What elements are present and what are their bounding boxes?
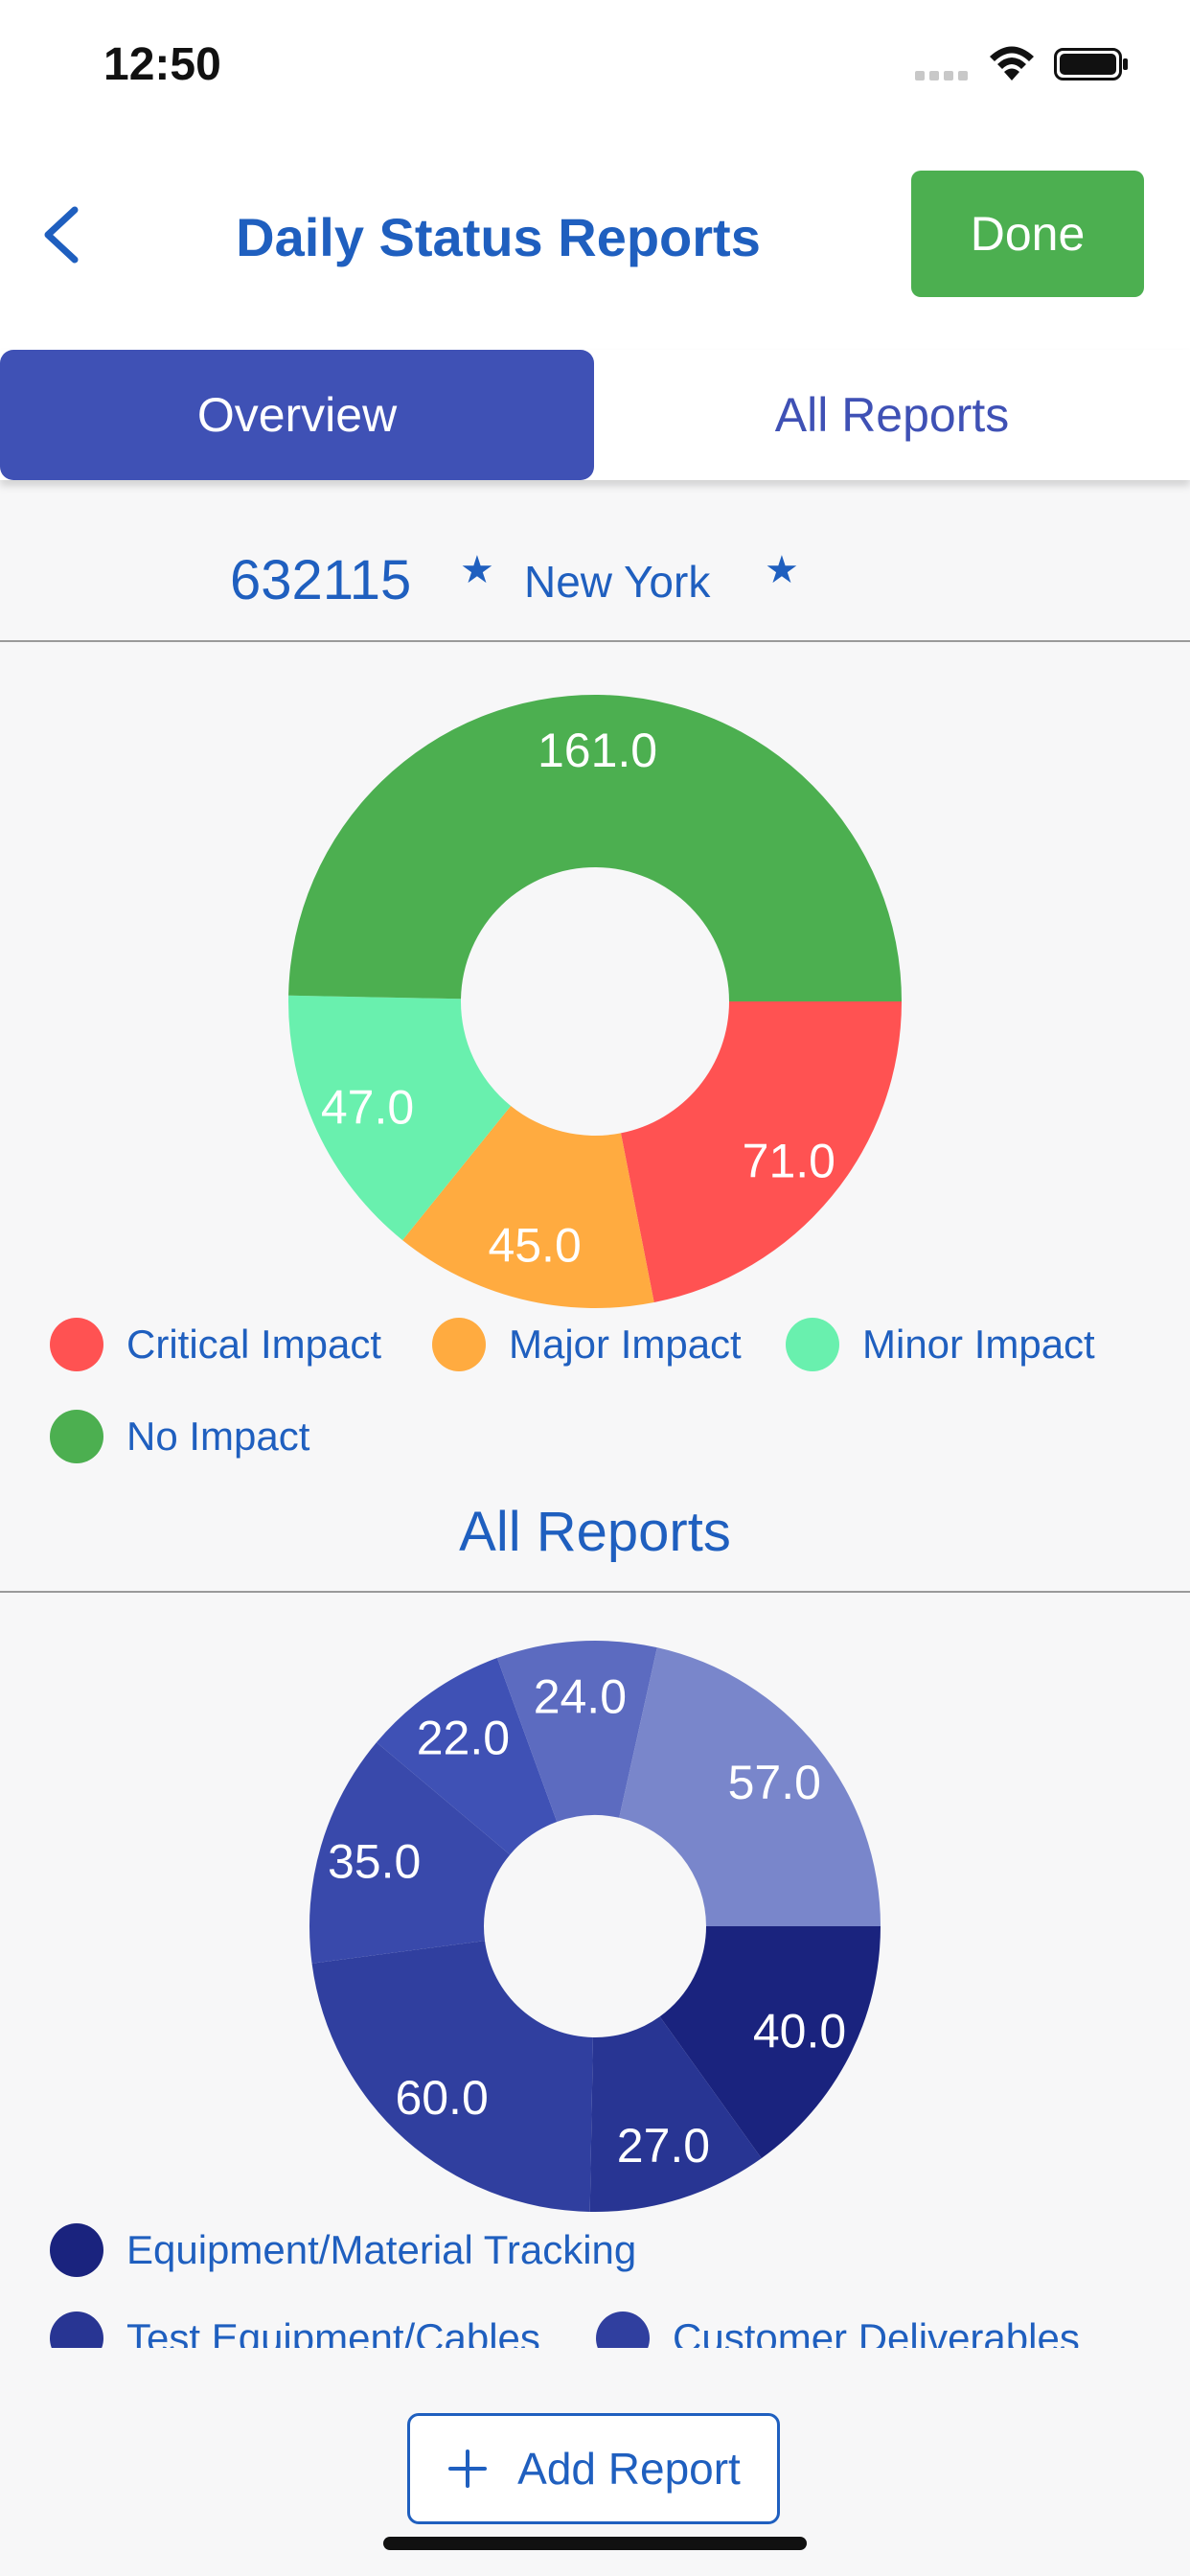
donut-slice <box>288 695 902 1001</box>
legend-dot <box>50 1410 103 1463</box>
legend-label: No Impact <box>126 1414 310 1459</box>
legend-item-major-impact: Major Impact <box>432 1318 742 1371</box>
tab-overview[interactable]: Overview <box>0 350 594 480</box>
divider <box>0 1591 1190 1593</box>
legend-item-customer-deliverables: Customer Deliverables <box>596 2312 1080 2348</box>
reports-donut-chart: 40.0 27.0 60.0 35.0 22.0 24.0 57.0 <box>309 1641 881 2212</box>
site-header: 632115 ★ New York ★ <box>0 498 1190 642</box>
donut-slice <box>619 1647 881 1926</box>
slice-value-label: 35.0 <box>328 1835 421 1889</box>
legend-item-minor-impact: Minor Impact <box>786 1318 1095 1371</box>
legend-dot <box>596 2312 650 2348</box>
donut-slice <box>376 1658 558 1855</box>
legend-item-test-equipment-cables: Test Equipment/Cables <box>50 2312 540 2348</box>
star-icon: ★ <box>460 549 494 591</box>
slice-value-label: 40.0 <box>753 2005 846 2058</box>
star-icon: ★ <box>765 549 799 591</box>
slice-value-label: 71.0 <box>743 1134 835 1187</box>
slice-value-label: 27.0 <box>617 2119 710 2173</box>
donut-slice <box>620 1001 902 1303</box>
legend-label: Test Equipment/Cables <box>126 2315 540 2348</box>
nav-bar: Daily Status Reports Done <box>0 144 1190 350</box>
site-city: New York <box>524 557 711 607</box>
tab-all-reports[interactable]: All Reports <box>774 388 1010 442</box>
slice-value-label: 24.0 <box>534 1670 627 1724</box>
done-button[interactable]: Done <box>911 171 1144 297</box>
page-title: Daily Status Reports <box>236 207 761 267</box>
legend-dot <box>786 1318 839 1371</box>
donut-slice <box>496 1641 657 1823</box>
site-id: 632115 <box>230 549 412 611</box>
donut-slice <box>402 1105 654 1308</box>
slice-value-label: 60.0 <box>395 2071 488 2125</box>
add-report-label: Add Report <box>517 2444 741 2494</box>
cellular-signal-icon <box>915 71 968 80</box>
legend-label: Minor Impact <box>862 1322 1095 1367</box>
legend-label: Customer Deliverables <box>673 2315 1080 2348</box>
slice-value-label: 22.0 <box>417 1711 510 1764</box>
wifi-icon <box>990 46 1034 80</box>
section-title-all-reports: All Reports <box>459 1501 731 1563</box>
donut-slice <box>589 2016 762 2212</box>
legend-dot <box>432 1318 486 1371</box>
home-indicator <box>383 2537 807 2550</box>
impact-legend: Critical Impact Major Impact Minor Impac… <box>0 1318 1190 1471</box>
reports-legend: Equipment/Material Tracking Test Equipme… <box>0 2195 1190 2348</box>
legend-item-critical-impact: Critical Impact <box>50 1318 381 1371</box>
back-chevron-icon[interactable] <box>31 196 98 273</box>
status-time: 12:50 <box>103 39 221 90</box>
legend-label: Equipment/Material Tracking <box>126 2227 637 2272</box>
slice-value-label: 57.0 <box>728 1756 821 1809</box>
slice-value-label: 47.0 <box>321 1081 414 1135</box>
legend-dot <box>50 2312 103 2348</box>
legend-item-no-impact: No Impact <box>50 1410 309 1463</box>
impact-donut-chart: 71.0 45.0 47.0 161.0 <box>288 695 902 1308</box>
legend-dot <box>50 2223 103 2277</box>
divider <box>0 640 1190 642</box>
status-bar: 12:50 <box>0 0 1190 144</box>
legend-label: Major Impact <box>509 1322 742 1367</box>
battery-icon <box>1054 48 1128 80</box>
legend-dot <box>50 1318 103 1371</box>
donut-slice <box>309 1742 511 1964</box>
donut-slice <box>288 995 512 1241</box>
slice-value-label: 161.0 <box>538 724 657 777</box>
donut-slice <box>659 1926 881 2159</box>
plus-icon <box>448 2450 488 2488</box>
donut-slice <box>311 1941 593 2212</box>
legend-label: Critical Impact <box>126 1322 382 1367</box>
tab-bar: Overview All Reports <box>0 350 1190 480</box>
legend-item-equipment-material-tracking: Equipment/Material Tracking <box>50 2223 636 2277</box>
slice-value-label: 45.0 <box>488 1218 581 1272</box>
add-report-button[interactable]: Add Report <box>407 2413 780 2524</box>
